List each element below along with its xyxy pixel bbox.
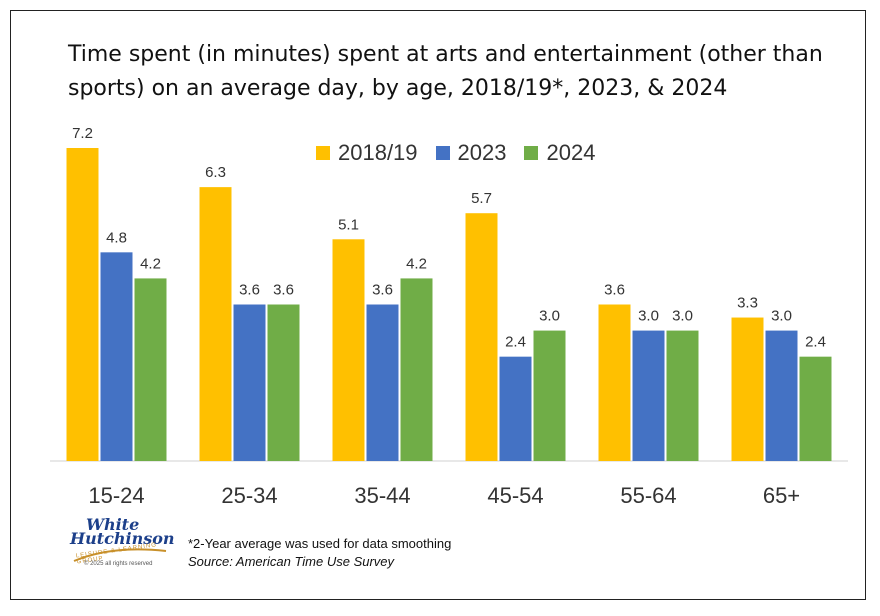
legend-label-2018-19: 2018/19 bbox=[338, 140, 418, 165]
data-label-2023-55-64: 3.0 bbox=[638, 308, 659, 325]
bar-2018-19-65+ bbox=[731, 317, 764, 461]
data-label-2023-15-24: 4.8 bbox=[106, 229, 127, 246]
legend-item-2023: 2023 bbox=[435, 140, 507, 166]
x-tick-label-65+: 65+ bbox=[763, 483, 800, 508]
legend-swatch-2023 bbox=[435, 146, 450, 160]
x-tick-label-35-44: 35-44 bbox=[354, 483, 410, 508]
bar-2023-15-24 bbox=[100, 252, 133, 461]
data-label-2024-35-44: 4.2 bbox=[406, 255, 427, 272]
data-label-2023-65+: 3.0 bbox=[771, 308, 792, 325]
chart-title: Time spent (in minutes) spent at arts an… bbox=[68, 42, 823, 101]
bar-2018-19-55-64 bbox=[598, 304, 631, 461]
data-label-2024-65+: 2.4 bbox=[805, 334, 826, 351]
data-label-2024-25-34: 3.6 bbox=[273, 282, 294, 299]
legend-label-2023: 2023 bbox=[457, 140, 507, 165]
logo-copyright: © 2025 all rights reserved bbox=[84, 561, 153, 567]
data-label-2018-19-15-24: 7.2 bbox=[72, 125, 93, 142]
x-tick-label-25-34: 25-34 bbox=[221, 483, 277, 508]
x-tick-label-45-54: 45-54 bbox=[487, 483, 543, 508]
legend-swatch-2024 bbox=[524, 146, 539, 160]
logo-text-line2: Hutchinson bbox=[70, 529, 175, 548]
bar-2023-55-64 bbox=[632, 330, 665, 461]
data-label-2023-45-54: 2.4 bbox=[505, 334, 526, 351]
data-label-2018-19-65+: 3.3 bbox=[737, 295, 758, 312]
data-label-2018-19-45-54: 5.7 bbox=[471, 190, 492, 207]
footnote-note: *2-Year average was used for data smooth… bbox=[188, 536, 452, 551]
data-label-2023-35-44: 3.6 bbox=[372, 282, 393, 299]
footnote: *2-Year average was used for data smooth… bbox=[188, 535, 451, 571]
footnote-source: Source: American Time Use Survey bbox=[188, 554, 395, 569]
data-label-2024-15-24: 4.2 bbox=[140, 255, 161, 272]
legend-item-2024: 2024 bbox=[524, 140, 595, 166]
bar-2023-35-44 bbox=[366, 304, 399, 461]
bar-2023-65+ bbox=[765, 330, 798, 461]
bar-2024-25-34 bbox=[267, 304, 300, 461]
legend-label-2024: 2024 bbox=[546, 140, 596, 165]
logo-text-line1: White bbox=[86, 515, 140, 534]
data-label-2018-19-35-44: 5.1 bbox=[338, 216, 359, 233]
bar-2018-19-25-34 bbox=[199, 187, 232, 461]
legend-swatch-2018-19 bbox=[316, 146, 330, 160]
bar-2024-35-44 bbox=[400, 278, 433, 461]
data-label-2023-25-34: 3.6 bbox=[239, 282, 260, 299]
bar-2018-19-15-24 bbox=[66, 148, 99, 461]
bar-2024-15-24 bbox=[134, 278, 167, 461]
bar-2024-65+ bbox=[799, 356, 832, 461]
bar-2023-45-54 bbox=[499, 356, 532, 461]
data-label-2018-19-25-34: 6.3 bbox=[205, 164, 226, 181]
data-label-2024-55-64: 3.0 bbox=[672, 308, 693, 325]
data-label-2024-45-54: 3.0 bbox=[539, 308, 560, 325]
logo-swoosh-icon bbox=[73, 548, 167, 562]
data-label-2018-19-55-64: 3.6 bbox=[604, 282, 625, 299]
x-tick-label-15-24: 15-24 bbox=[88, 483, 144, 508]
legend: 2018/19 2023 2024 bbox=[316, 140, 595, 166]
white-hutchinson-logo: White Hutchinson LEISURE & LEARNING GROU… bbox=[70, 515, 175, 575]
bar-2024-45-54 bbox=[533, 330, 566, 461]
bar-2018-19-45-54 bbox=[465, 213, 498, 461]
x-tick-label-55-64: 55-64 bbox=[620, 483, 676, 508]
legend-item-2018-19: 2018/19 bbox=[316, 140, 418, 166]
bar-2024-55-64 bbox=[666, 330, 699, 461]
bar-2023-25-34 bbox=[233, 304, 266, 461]
bar-2018-19-35-44 bbox=[332, 239, 365, 461]
